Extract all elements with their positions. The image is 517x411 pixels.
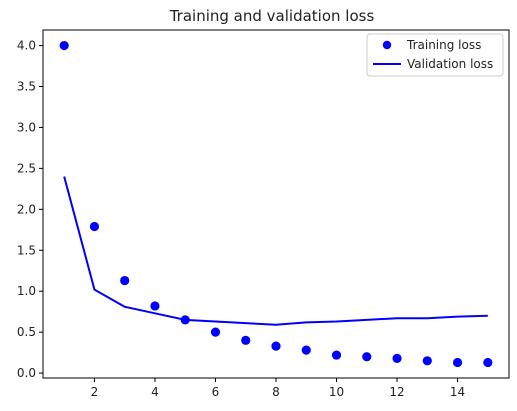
x-tick-label: 14 (450, 385, 465, 399)
x-tick-label: 10 (329, 385, 344, 399)
training-loss-point (301, 345, 311, 355)
training-loss-point (392, 353, 402, 363)
x-axis: 2 4 6 8 10 12 14 (91, 378, 465, 399)
chart-title: Training and validation loss (169, 7, 375, 25)
training-loss-point (483, 357, 493, 368)
y-tick-label: 0.0 (17, 366, 36, 380)
training-loss-point (150, 301, 160, 311)
legend: Training loss Validation loss (366, 33, 504, 77)
x-tick-label: 8 (272, 385, 280, 399)
legend-training-loss-label: Training loss (406, 38, 481, 52)
y-tick-label: 1.0 (17, 284, 36, 298)
y-tick-label: 3.5 (17, 79, 36, 93)
training-loss-point (422, 356, 432, 366)
training-loss-point (89, 221, 100, 232)
x-tick-label: 12 (389, 385, 404, 399)
training-loss-point (180, 315, 190, 325)
validation-loss-line (63, 176, 488, 326)
x-tick-label: 2 (91, 385, 99, 399)
y-axis: 0.0 0.5 1.0 1.5 2.0 2.5 3.0 3.5 4.0 (17, 39, 43, 380)
y-tick-label: 0.5 (17, 325, 36, 339)
training-loss-point (59, 40, 69, 51)
y-tick-label: 2.5 (17, 161, 36, 175)
plot-area (42, 29, 510, 379)
series-group (59, 40, 493, 368)
y-tick-label: 3.0 (17, 120, 36, 134)
legend-box (366, 33, 504, 77)
y-tick-label: 4.0 (17, 39, 36, 53)
training-loss-point (362, 352, 372, 362)
training-loss-point (120, 275, 130, 286)
y-tick-label: 1.5 (17, 243, 36, 257)
training-loss-point (210, 327, 221, 337)
legend-training-loss-marker (382, 40, 392, 50)
training-loss-point (331, 350, 342, 360)
training-loss-point (271, 341, 281, 351)
training-loss-point (452, 357, 463, 368)
training-loss-point (241, 335, 251, 345)
legend-validation-loss-label: Validation loss (407, 57, 493, 71)
x-tick-label: 6 (212, 385, 220, 399)
y-tick-label: 2.0 (17, 202, 36, 216)
x-tick-label: 4 (151, 385, 159, 399)
